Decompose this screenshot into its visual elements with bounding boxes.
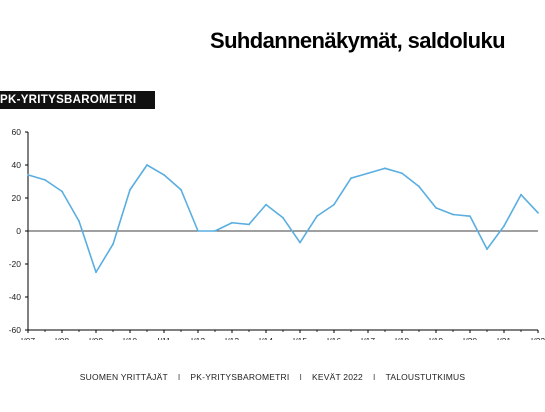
data-point <box>469 215 471 218</box>
x-tick-label: I/14 <box>259 336 273 340</box>
x-tick-label: I/09 <box>89 336 103 340</box>
footer-separator: I <box>177 372 181 382</box>
x-tick-label: I/12 <box>191 336 205 340</box>
data-point <box>486 248 488 251</box>
data-point <box>435 207 437 209</box>
y-tick-label: 60 <box>12 127 22 137</box>
data-point <box>112 243 114 246</box>
x-tick-label: I/15 <box>293 336 307 340</box>
x-tick-label: I/16 <box>327 336 341 340</box>
x-tick-label: I/11 <box>157 336 171 340</box>
y-tick-label: 0 <box>16 226 21 236</box>
footer-separator: I <box>299 372 302 382</box>
data-point <box>367 172 369 175</box>
y-tick-label: -20 <box>9 259 22 269</box>
data-point <box>503 225 505 227</box>
x-tick-label: I/13 <box>225 336 239 340</box>
data-point <box>163 174 165 176</box>
axes <box>25 131 539 333</box>
footer-item-department: TALOUSTUTKIMUS <box>385 372 466 382</box>
footer-item-publisher: SUOMEN YRITTÄJÄT <box>79 372 168 382</box>
data-point <box>197 230 199 232</box>
y-tick-label: 20 <box>12 193 22 203</box>
source-badge: PK-YRITYSBAROMETRI <box>0 91 155 109</box>
data-point <box>265 203 267 206</box>
data-point <box>78 220 80 222</box>
x-tick-label: I/10 <box>123 336 137 340</box>
data-point <box>520 193 522 196</box>
data-point <box>418 185 420 188</box>
data-point <box>537 211 539 214</box>
y-tick-label: 40 <box>12 160 22 170</box>
data-point <box>214 230 216 232</box>
data-point <box>248 223 250 226</box>
page-title: Suhdannenäkymät, saldoluku <box>210 28 506 53</box>
series-layer <box>27 164 539 274</box>
data-point <box>27 174 29 176</box>
x-tick-label: I/08 <box>55 336 69 340</box>
data-point <box>452 213 454 216</box>
line-chart: 60 40 20 0 -20 -40 -60 I/07 I/08 I/09 I/10 I/11 I/1… <box>9 127 545 340</box>
x-tick-label: I/21 <box>497 336 511 340</box>
y-axis-labels: 60 40 20 0 -20 -40 -60 <box>9 127 22 335</box>
data-point <box>231 221 233 224</box>
data-point <box>401 172 403 175</box>
x-tick-label: I/22 <box>531 336 545 340</box>
data-point <box>282 216 284 219</box>
x-tick-label: I/20 <box>463 336 477 340</box>
y-tick-label: -60 <box>9 325 22 335</box>
data-point <box>44 178 46 181</box>
x-tick-label: I/07 <box>21 336 35 340</box>
data-point <box>180 188 182 191</box>
data-point <box>384 167 386 170</box>
y-tick-label: -40 <box>9 292 22 302</box>
footer-separator: I <box>373 372 376 382</box>
data-point <box>333 203 335 206</box>
data-point <box>350 177 352 180</box>
data-point <box>299 241 301 244</box>
footer-item-period: KEVÄT 2022 <box>312 372 363 382</box>
x-tick-label: I/18 <box>395 336 409 340</box>
x-axis-labels: I/07 I/08 I/09 I/10 I/11 I/12 I/13 I/14 I/15 I/16… <box>21 336 545 340</box>
data-point <box>129 188 131 191</box>
data-point <box>146 164 148 166</box>
data-point <box>316 215 318 218</box>
footer-item-survey: PK-YRITYSBAROMETRI <box>190 372 290 382</box>
data-point <box>95 271 97 274</box>
data-point <box>61 190 63 193</box>
x-tick-label: I/17 <box>361 336 375 340</box>
footer: SUOMEN YRITTÄJÄT I PK-YRITYSBAROMETRI I KEVÄ… <box>0 372 545 382</box>
x-tick-label: I/19 <box>429 336 443 340</box>
